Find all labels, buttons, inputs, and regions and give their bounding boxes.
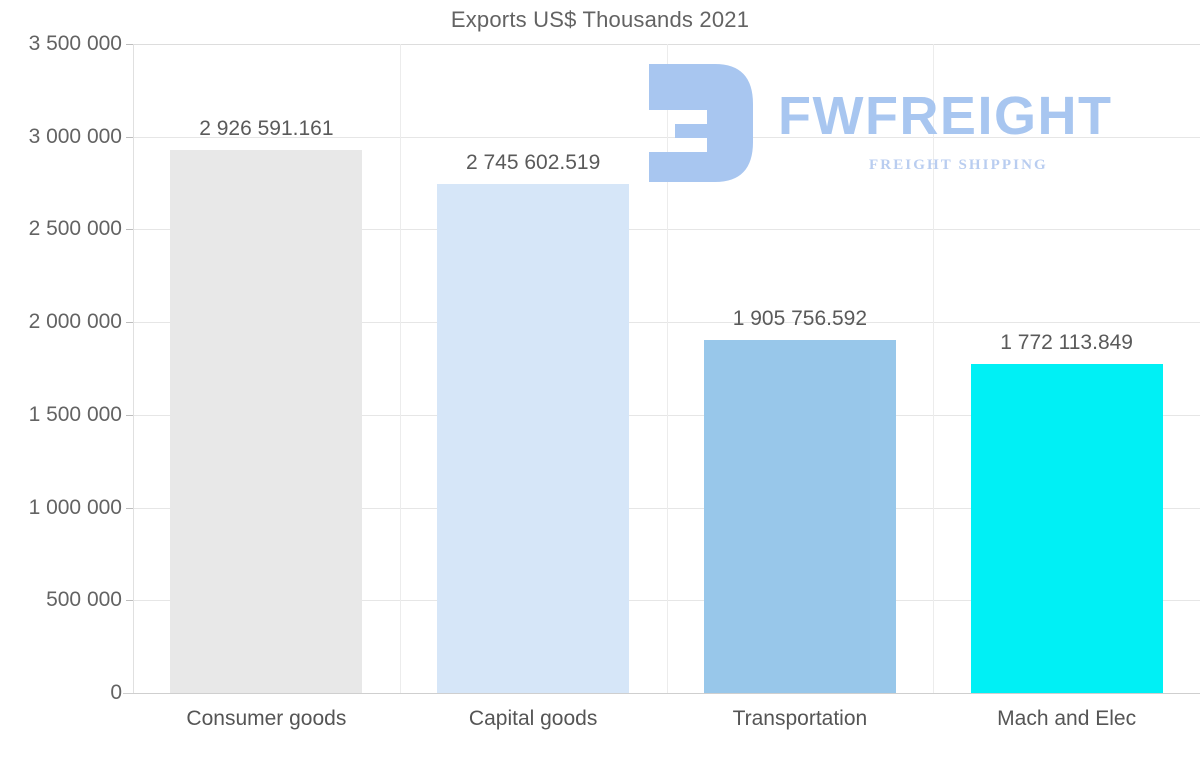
bar-value-label: 1 772 113.849 xyxy=(1000,331,1133,355)
gridline-vertical xyxy=(399,44,401,693)
bar[interactable] xyxy=(437,183,630,693)
bar[interactable] xyxy=(703,339,896,693)
y-axis-tick-mark xyxy=(126,322,133,324)
x-axis-category-label: Transportation xyxy=(732,707,868,730)
y-axis-tick-label: 3 000 000 xyxy=(28,124,122,148)
gridline-vertical xyxy=(666,44,668,693)
y-axis-tick-mark xyxy=(126,507,133,509)
y-axis-tick-label: 2 500 000 xyxy=(28,217,122,241)
y-axis-tick-mark xyxy=(126,136,133,138)
x-axis-category-label: Consumer goods xyxy=(186,707,347,730)
bar[interactable] xyxy=(170,150,363,693)
y-axis-tick-mark xyxy=(126,414,133,416)
y-axis-tick-mark xyxy=(126,229,133,231)
y-axis-tick-label: 2 000 000 xyxy=(28,310,122,334)
y-axis-tick-label: 1 000 000 xyxy=(28,495,122,519)
y-axis-tick-label: 0 xyxy=(110,681,122,704)
x-axis-category-label: Mach and Elec xyxy=(997,707,1137,730)
y-axis-tick-mark xyxy=(126,600,133,602)
y-axis-tick-mark xyxy=(126,44,133,45)
y-axis-tick-label: 500 000 xyxy=(46,588,122,612)
plot-area xyxy=(123,44,1200,694)
bar-value-label: 1 905 756.592 xyxy=(732,306,868,330)
y-axis-tick-label: 1 500 000 xyxy=(28,402,122,426)
bar-value-label: 2 745 602.519 xyxy=(465,150,601,174)
x-axis-line xyxy=(123,693,1200,694)
bar[interactable] xyxy=(970,364,1163,693)
chart-title: Exports US$ Thousands 2021 xyxy=(450,7,750,32)
y-axis-tick-label: 3 500 000 xyxy=(28,32,122,55)
y-axis-line xyxy=(133,44,134,693)
x-axis-category-label: Capital goods xyxy=(468,707,598,730)
gridline-vertical xyxy=(933,44,935,693)
bar-value-label: 2 926 591.161 xyxy=(199,117,334,141)
